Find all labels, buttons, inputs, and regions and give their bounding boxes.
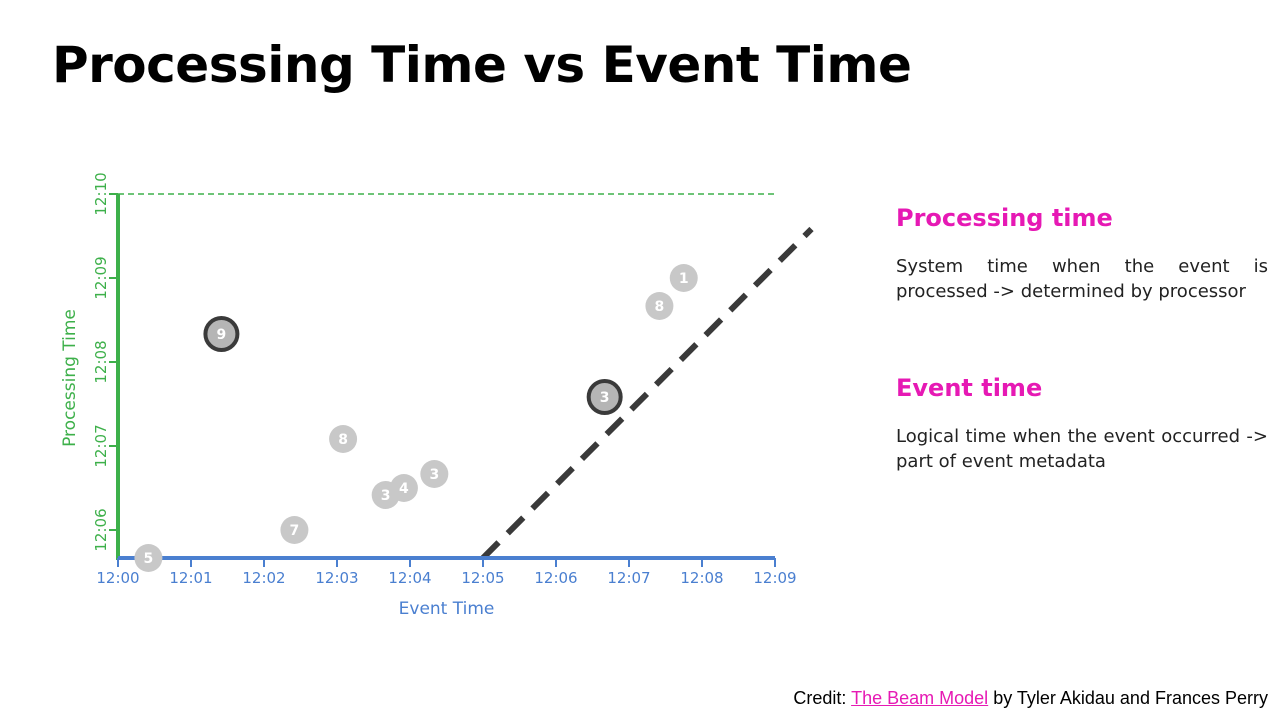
x-tick-label: 12:04: [388, 569, 431, 587]
processing-time-description: System time when the event is processed …: [896, 256, 1268, 302]
credit-prefix: Credit:: [793, 688, 847, 708]
ideal-watermark-line: [480, 226, 814, 561]
scatter-chart: 12:00 12:01 12:02 12:03 12:04 12:05 12:06 12:07…: [60, 172, 814, 619]
x-tick-label: 12:02: [242, 569, 285, 587]
y-axis-title: Processing Time: [60, 309, 80, 447]
highlighted-event-marker: [586, 379, 623, 415]
y-tick-label: 12:08: [92, 340, 110, 383]
event-marker-label: 3: [429, 467, 439, 483]
y-tick-label: 12:07: [92, 424, 110, 467]
beam-model-link[interactable]: The Beam Model: [851, 688, 989, 708]
x-tick-label: 12:06: [534, 569, 577, 587]
event-marker: [329, 425, 358, 453]
event-marker: [420, 460, 449, 488]
event-marker-label: 1: [679, 271, 689, 287]
x-tick-label: 12:00: [96, 569, 139, 587]
processing-time-section: Processing time System time when the eve…: [896, 204, 1268, 304]
x-tick-label: 12:07: [607, 569, 650, 587]
highlighted-event-marker: [203, 316, 240, 352]
event-time-section: Event time Logical time when the event o…: [896, 374, 1268, 474]
event-marker: [669, 264, 698, 292]
event-marker-label: 9: [217, 327, 227, 343]
x-tick-label: 12:01: [169, 569, 212, 587]
event-marker-label: 7: [290, 523, 300, 539]
x-tick-label: 12:08: [680, 569, 723, 587]
x-tick-label: 12:03: [315, 569, 358, 587]
event-marker: [280, 516, 309, 544]
y-tick-label: 12:10: [92, 172, 110, 215]
x-tick-label: 12:09: [753, 569, 796, 587]
event-marker-label: 4: [399, 481, 409, 497]
event-marker-label: 3: [600, 390, 610, 406]
event-time-heading: Event time: [896, 374, 1043, 402]
slide-title: Processing Time vs Event Time: [52, 36, 912, 94]
event-marker: [645, 292, 674, 320]
credit-line: Credit: The Beam Model by Tyler Akidau a…: [793, 688, 1268, 709]
event-marker-label: 3: [381, 488, 391, 504]
event-marker: [389, 474, 418, 502]
y-tick-label: 12:06: [92, 508, 110, 551]
event-marker-label: 8: [655, 299, 665, 315]
event-marker-label: 8: [338, 432, 348, 448]
event-time-description: Logical time when the event occurred -> …: [896, 426, 1268, 472]
event-marker: [134, 544, 163, 572]
x-tick-label: 12:05: [461, 569, 504, 587]
processing-time-heading: Processing time: [896, 204, 1113, 232]
event-marker-label: 5: [144, 551, 154, 567]
y-tick-label: 12:09: [92, 256, 110, 299]
credit-authors: by Tyler Akidau and Frances Perry: [993, 688, 1268, 708]
x-axis-title: Event Time: [399, 599, 495, 619]
